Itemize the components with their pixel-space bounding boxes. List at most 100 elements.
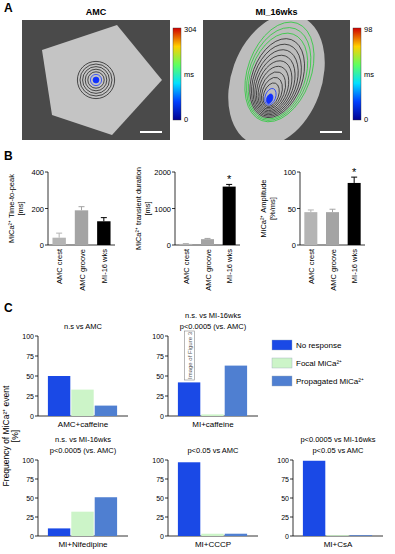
y-tick	[165, 460, 168, 461]
legend-swatch	[272, 340, 292, 350]
bar	[52, 238, 65, 245]
y-tick-label: 75	[156, 476, 164, 483]
plot-area	[303, 461, 372, 536]
bar	[201, 239, 214, 245]
colorbar-label: 98	[364, 25, 372, 34]
legend-swatch	[272, 358, 292, 368]
image-background	[22, 20, 170, 140]
panel-label: B	[4, 149, 13, 163]
y-tick-label: 25	[281, 514, 289, 521]
panel-label: A	[4, 1, 13, 15]
y-axis-label: MiCa²⁺ Amplitude	[259, 179, 268, 237]
bar	[350, 535, 372, 536]
contour	[255, 68, 290, 113]
x-tick-label: MI+CCCP	[195, 540, 231, 549]
y-tick	[290, 498, 293, 499]
image-title: AMC	[86, 7, 107, 17]
bar	[201, 534, 223, 536]
legend-label: No response	[296, 341, 342, 350]
x-tick-label: AMC crest	[182, 248, 191, 284]
y-tick-label: 25	[26, 393, 34, 400]
y-axis-label: [ms]	[143, 201, 152, 215]
y-tick	[165, 517, 168, 518]
contour	[77, 61, 114, 98]
y-tick-label: 50	[26, 495, 34, 502]
contour	[265, 93, 274, 104]
colorbar-label: 0	[184, 115, 188, 124]
significance: *	[227, 173, 232, 185]
y-tick-label: 0	[160, 413, 164, 420]
contour	[83, 67, 110, 94]
y-tick	[290, 517, 293, 518]
y-tick-label: 50	[281, 495, 289, 502]
y-axis-label: [ms]	[16, 201, 25, 215]
y-tick	[290, 460, 293, 461]
y-axis-label: MiCa²⁺ Time-to-peak	[7, 174, 16, 243]
contour	[247, 50, 302, 119]
bar	[304, 212, 317, 245]
y-tick	[165, 336, 168, 337]
bar	[178, 382, 200, 416]
bar	[48, 376, 70, 416]
annotation: n.s. vs MI-16wks	[55, 435, 111, 444]
x-tick-label: AMC groove	[204, 249, 213, 291]
y-tick-label: 25	[156, 393, 164, 400]
contour	[242, 37, 310, 123]
x-tick-label: AMC+caffeine	[58, 420, 109, 429]
bar	[75, 210, 88, 245]
image	[203, 20, 350, 140]
y-tick	[35, 376, 38, 377]
y-tick	[297, 245, 300, 246]
y-tick-label: 75	[26, 353, 34, 360]
x-tick-label: AMC groove	[78, 249, 87, 291]
x-tick-label: MI+Nifedipine	[58, 540, 108, 549]
y-tick	[35, 517, 38, 518]
cell	[211, 20, 342, 140]
plot-area	[178, 462, 247, 536]
annotation: p<0.05 vs AMC	[312, 446, 364, 455]
y-tick-label: 50	[26, 373, 34, 380]
y-tick	[297, 172, 300, 173]
bar	[179, 244, 192, 245]
x-tick-label: AMC groove	[329, 249, 338, 291]
annotation: n.s vs AMC	[64, 322, 103, 331]
y-axis-label: [%]	[10, 430, 20, 442]
y-tick	[35, 498, 38, 499]
bar	[225, 366, 247, 416]
y-tick-label: 200	[31, 205, 44, 214]
contour	[235, 20, 323, 129]
annotation: p<0.05 vs AMC	[187, 446, 239, 455]
plot-area	[179, 184, 235, 245]
colorbar-label: 0	[364, 115, 368, 124]
y-tick	[165, 498, 168, 499]
y-tick	[35, 336, 38, 337]
plot-area	[304, 177, 360, 245]
image-title: MI_16wks	[255, 7, 297, 17]
legend-label: Focal MiCa²⁺	[296, 359, 342, 368]
y-tick	[290, 536, 293, 537]
colorbar-unit: ms	[184, 70, 194, 79]
bar	[71, 512, 93, 536]
error-cap	[183, 243, 189, 244]
legend-swatch	[272, 376, 292, 386]
y-tick	[165, 396, 168, 397]
error-cap	[101, 217, 107, 218]
y-tick	[45, 245, 48, 246]
error-bar	[59, 233, 60, 238]
y-tick-label: 0	[285, 533, 289, 540]
y-tick-label: 75	[281, 476, 289, 483]
y-tick-label: 100	[152, 333, 164, 340]
cell	[42, 25, 162, 135]
x-tick-label: MI+CsA	[324, 540, 353, 549]
y-axis-label: [%/ms]	[268, 197, 277, 220]
annotation: n.s. vs MI-16wks	[185, 311, 241, 320]
y-tick	[165, 536, 168, 537]
bar	[95, 406, 117, 416]
colorbar-label: 304	[184, 25, 197, 34]
y-tick-label: 100	[277, 457, 289, 464]
y-axis-label: MiCa²⁺ transient duration	[134, 167, 143, 250]
y-tick-label: 100	[22, 333, 34, 340]
bar	[223, 187, 236, 245]
y-tick	[45, 208, 48, 209]
y-tick	[35, 479, 38, 480]
